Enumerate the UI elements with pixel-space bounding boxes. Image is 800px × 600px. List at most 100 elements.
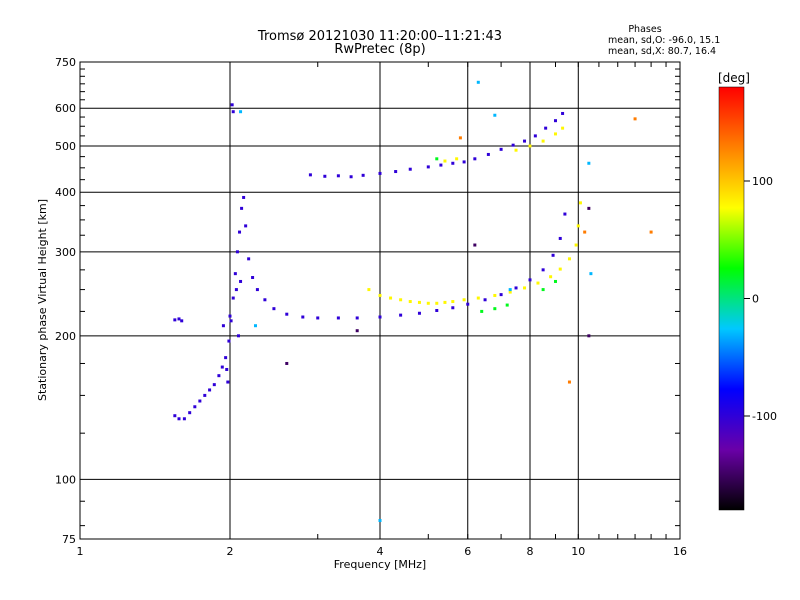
stats-line-o: mean, sd,O: -96.0, 15.1 (608, 35, 720, 46)
data-point (458, 136, 462, 140)
data-point (587, 334, 591, 338)
y-tick-label: 750 (55, 56, 76, 69)
data-point (541, 288, 545, 292)
axis-ticks: 1 2 4 6 8 10 16 75 100 200 300 400 500 600 750 (55, 56, 687, 558)
x-tick-label: 6 (464, 545, 471, 558)
data-point (399, 298, 403, 302)
data-point (247, 257, 251, 261)
data-point (563, 212, 567, 216)
data-point (231, 296, 235, 300)
x-tick-label: 1 (77, 545, 84, 558)
y-tick-label: 500 (55, 140, 76, 153)
data-point (182, 417, 186, 421)
data-point (574, 243, 578, 247)
data-point (198, 399, 202, 403)
y-tick-label: 300 (55, 246, 76, 259)
data-point (227, 339, 231, 343)
data-point (514, 148, 518, 152)
data-point (236, 334, 240, 338)
data-point (426, 165, 430, 169)
data-point (587, 206, 591, 210)
data-point (443, 159, 447, 163)
data-point (462, 160, 466, 164)
colorbar-tick-label: 100 (752, 175, 773, 188)
chart-title-line1: Tromsø 20121030 11:20:00–11:21:43 (257, 29, 502, 44)
data-point (230, 103, 234, 107)
data-point (649, 230, 653, 234)
data-point (229, 319, 233, 323)
data-point (408, 167, 412, 171)
data-point (541, 139, 545, 143)
data-point (239, 279, 243, 283)
colorbar-label: [deg] (718, 71, 750, 85)
data-point (499, 147, 503, 151)
data-point (451, 161, 455, 165)
data-point (553, 132, 557, 136)
x-tick-label: 8 (527, 545, 534, 558)
data-point (217, 374, 221, 378)
data-point (233, 272, 237, 276)
data-point (451, 306, 455, 310)
data-point (578, 201, 582, 205)
data-point (576, 224, 580, 228)
data-point (173, 414, 177, 418)
data-point (355, 316, 359, 320)
data-point (244, 224, 248, 228)
data-point (567, 380, 571, 384)
data-point (173, 318, 177, 322)
data-point (399, 313, 403, 317)
data-point (323, 174, 327, 178)
data-point (533, 134, 537, 138)
data-point (234, 288, 238, 292)
data-point (536, 281, 540, 285)
data-point (483, 298, 487, 302)
data-point (408, 300, 412, 304)
data-point (523, 139, 527, 143)
data-point (558, 267, 562, 271)
data-point (455, 157, 459, 161)
data-point (378, 171, 382, 175)
data-point (511, 143, 515, 147)
data-point (378, 315, 382, 319)
y-tick-label: 400 (55, 186, 76, 199)
data-point (551, 253, 555, 257)
data-point (394, 170, 398, 174)
data-point (367, 288, 371, 292)
data-point (480, 309, 484, 313)
data-point (567, 257, 571, 261)
data-point (378, 519, 382, 523)
data-point (361, 173, 365, 177)
x-tick-label: 10 (571, 545, 585, 558)
grid (80, 62, 680, 539)
data-point (473, 243, 477, 247)
data-point (435, 301, 439, 305)
data-point (451, 300, 455, 304)
data-point (508, 290, 512, 294)
data-point (561, 126, 565, 130)
data-point (224, 356, 228, 360)
data-point (528, 278, 532, 282)
data-point (349, 175, 353, 179)
data-point (251, 276, 255, 280)
data-point (508, 288, 512, 292)
y-tick-label: 100 (55, 473, 76, 486)
data-points (173, 80, 653, 523)
data-point (389, 296, 393, 300)
data-point (285, 361, 289, 365)
data-point (589, 272, 593, 276)
data-point (587, 161, 591, 165)
data-point (499, 293, 503, 297)
data-point (203, 393, 207, 397)
data-point (553, 119, 557, 123)
y-tick-label: 600 (55, 102, 76, 115)
data-point (221, 324, 225, 328)
data-point (212, 383, 216, 387)
data-point (493, 293, 497, 297)
colorbar-tick-label: 0 (752, 293, 759, 306)
data-point (549, 275, 553, 279)
data-point (316, 316, 320, 320)
data-point (263, 298, 267, 302)
data-point (443, 300, 447, 304)
data-point (208, 388, 212, 392)
data-point (226, 380, 230, 384)
